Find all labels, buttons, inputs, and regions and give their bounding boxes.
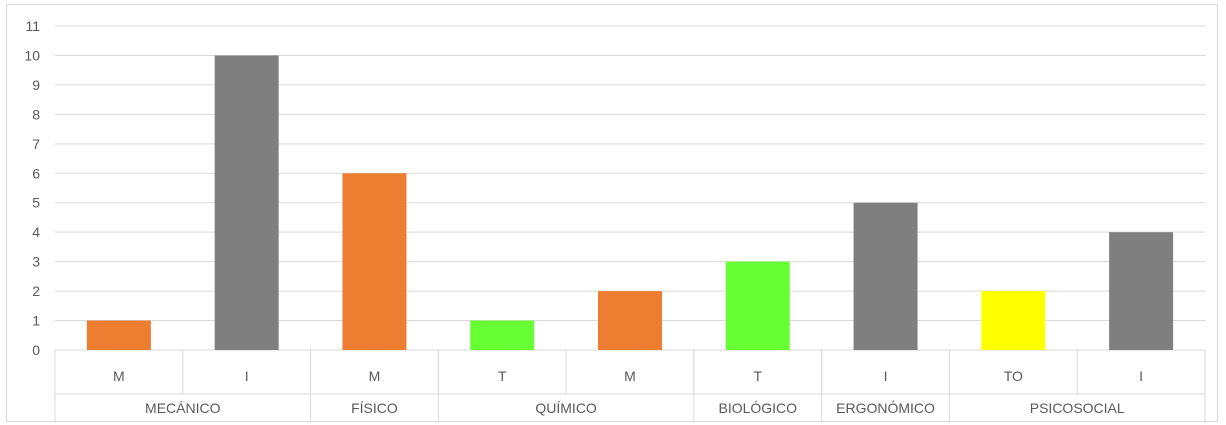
y-tick-label: 10 [24,47,40,63]
bar-biológico-t [725,261,790,350]
bar-label: I [884,368,888,384]
group-label: FÍSICO [351,400,398,416]
bar-mecánico-m [86,320,151,350]
y-tick-label: 1 [32,313,40,329]
bar-label: M [624,368,636,384]
bar-psicosocial-to [981,291,1046,350]
group-label: MECÁNICO [145,400,221,416]
group-label: QUÍMICO [535,400,597,416]
bar-label: TO [1004,368,1023,384]
chart-frame [6,4,1218,422]
bar-label: M [369,368,381,384]
bar-label: T [753,368,762,384]
bar-ergonómico-i [853,202,918,350]
bar-químico-m [598,291,662,350]
bar-label: I [245,368,249,384]
y-tick-label: 6 [32,165,40,181]
y-tick-label: 3 [32,254,40,270]
group-label: ERGONÓMICO [836,400,935,416]
y-tick-label: 8 [32,106,40,122]
bar-psicosocial-i [1109,232,1174,350]
y-tick-label: 5 [32,195,40,211]
y-tick-label: 9 [32,77,40,93]
bar-label: T [498,368,507,384]
bar-químico-t [470,320,535,350]
group-label: PSICOSOCIAL [1030,400,1125,416]
bar-label: I [1139,368,1143,384]
bar-físico-m [342,173,407,350]
y-tick-label: 11 [25,18,40,34]
y-tick-label: 4 [32,224,40,240]
bar-label: M [113,368,125,384]
y-tick-label: 2 [32,283,40,299]
y-tick-label: 0 [32,342,40,358]
y-tick-label: 7 [32,136,40,152]
group-label: BIOLÓGICO [718,400,797,416]
bar-mecánico-i [214,55,279,351]
